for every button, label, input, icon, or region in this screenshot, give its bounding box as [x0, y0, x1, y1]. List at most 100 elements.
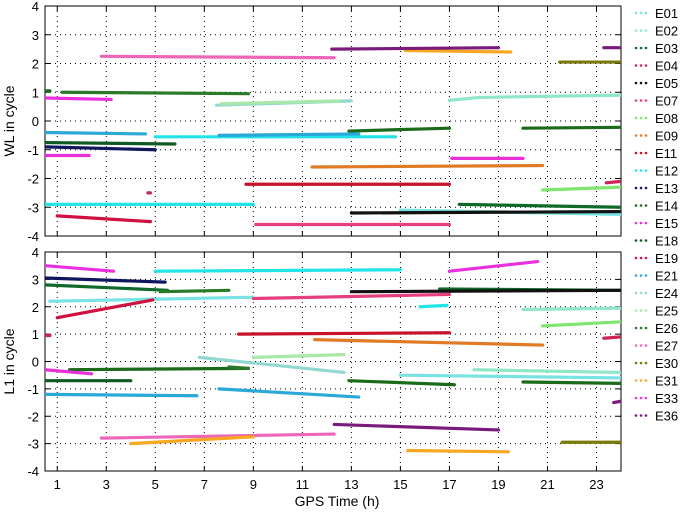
series-e26-segment	[60, 90, 251, 96]
y-tick-label: -2	[27, 172, 39, 187]
series-e25-segment	[251, 353, 346, 359]
series-e08-segment	[540, 320, 621, 328]
legend-marker	[644, 414, 648, 417]
series-e14-segment	[67, 366, 251, 372]
legend-label: E09	[655, 129, 678, 144]
wl-panel: -4 -3 -2 -1 0 1 2 3 4 WL in cycle	[1, 0, 622, 244]
series-e31-segment	[129, 435, 255, 446]
legend-item-e26: E26	[634, 321, 678, 336]
y-tick-label: 4	[32, 245, 39, 260]
series-e21-segment	[45, 130, 148, 136]
series-e02-segment	[472, 368, 621, 375]
x-tick-label: 23	[589, 477, 603, 492]
series-e13-segment	[45, 145, 157, 152]
legend-marker	[634, 204, 638, 207]
series-e02-segment	[477, 93, 621, 100]
legend-marker	[634, 134, 638, 137]
legend-item-e18: E18	[634, 234, 678, 249]
series-e12-segment	[418, 303, 449, 309]
legend-label: E27	[655, 339, 678, 354]
legend-item-e07: E07	[634, 94, 678, 109]
legend-marker	[634, 396, 638, 400]
legend-marker	[634, 414, 638, 417]
y-tick-label: 1	[32, 85, 39, 100]
series-e21-segment	[217, 132, 361, 137]
series-e27-segment	[99, 432, 336, 440]
legend-label: E33	[655, 391, 678, 406]
legend-marker	[639, 291, 643, 295]
legend-marker	[634, 326, 638, 330]
series-e13-segment	[45, 276, 167, 284]
legend-marker	[644, 99, 648, 102]
y-tick-label: -3	[27, 200, 39, 215]
legend-marker	[634, 99, 638, 102]
legend-marker	[639, 151, 643, 155]
legend-item-e27: E27	[634, 339, 678, 354]
legend-marker	[644, 309, 648, 312]
legend-label: E01	[655, 6, 678, 21]
legend-marker	[644, 379, 648, 382]
legend-label: E26	[655, 321, 678, 336]
legend-label: E24	[655, 286, 678, 301]
series-e14-segment	[521, 380, 621, 385]
legend-label: E05	[655, 76, 678, 91]
legend-marker	[634, 29, 638, 32]
legend-label: E04	[655, 59, 678, 74]
legend-marker	[644, 11, 648, 15]
legend-item-e36: E36	[634, 409, 678, 424]
x-tick-label: 19	[491, 477, 505, 492]
legend-item-e09: E09	[634, 129, 678, 144]
legend-marker	[634, 151, 638, 155]
series-e26-segment	[227, 365, 251, 370]
legend-marker	[639, 204, 643, 207]
legend-marker	[644, 46, 648, 50]
series-e33-segment	[447, 259, 540, 273]
legend-marker	[634, 239, 638, 242]
legend-marker	[644, 256, 648, 260]
legend-marker	[639, 46, 643, 50]
x-tick-label: 3	[103, 477, 110, 492]
legend-marker	[634, 256, 638, 260]
x-tick-label: 1	[54, 477, 61, 492]
legend-marker	[644, 239, 648, 242]
legend-marker	[644, 29, 648, 32]
series-layer	[45, 46, 621, 227]
series-e36-segment	[332, 422, 501, 432]
series-e04-segment	[604, 179, 621, 185]
legend-marker	[644, 151, 648, 155]
series-e31-segment	[406, 448, 510, 454]
legend-marker	[634, 169, 638, 172]
y-axis-label: WL in cycle	[1, 85, 17, 156]
legend-item-e33: E33	[634, 391, 678, 406]
series-e33-segment	[45, 264, 116, 273]
y-tick-label: 4	[32, 0, 39, 14]
series-e01-segment	[398, 373, 621, 380]
legend-item-e31: E31	[634, 374, 678, 389]
y-tick-label: 2	[32, 300, 39, 315]
legend-marker	[639, 64, 643, 67]
y-tick-label: 0	[32, 114, 39, 129]
legend-marker	[639, 99, 643, 102]
x-tick-label: 17	[442, 477, 456, 492]
legend-item-e08: E08	[634, 111, 678, 126]
legend-item-e03: E03	[634, 41, 678, 56]
legend-label: E07	[655, 94, 678, 109]
legend-marker	[634, 116, 638, 120]
legend-marker	[644, 81, 648, 85]
legend-marker	[644, 221, 648, 225]
y-tick-label: -4	[27, 229, 39, 244]
legend-marker	[634, 186, 638, 190]
legend-item-e19: E19	[634, 251, 678, 266]
legend-item-e25: E25	[634, 304, 678, 319]
legend-marker	[634, 291, 638, 295]
series-e07-segment	[251, 292, 452, 301]
series-e14-segment	[347, 126, 452, 133]
legend-label: E11	[655, 146, 677, 161]
legend-label: E14	[655, 199, 678, 214]
y-tick-label: -2	[27, 409, 39, 424]
series-e12-segment	[153, 268, 403, 273]
series-e09-segment	[310, 163, 545, 169]
legend-marker	[639, 11, 643, 15]
legend-label: E21	[655, 269, 678, 284]
